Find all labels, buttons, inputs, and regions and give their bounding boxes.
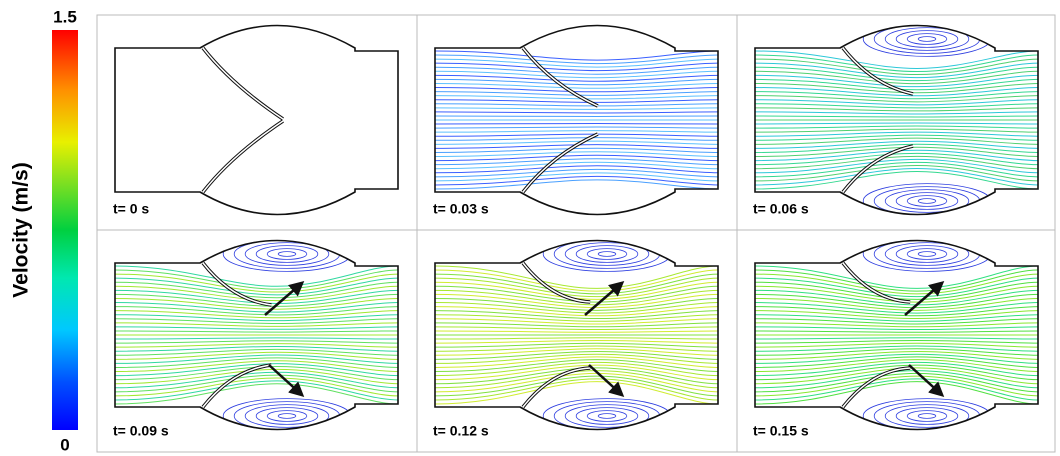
time-label: t= 0.03 s xyxy=(433,201,489,217)
leaflet xyxy=(203,365,271,407)
time-label: t= 0.12 s xyxy=(433,423,489,439)
streamline xyxy=(115,341,398,343)
leaflet xyxy=(203,365,271,407)
streamline xyxy=(115,327,398,329)
time-label: t= 0 s xyxy=(113,201,149,217)
streamline xyxy=(755,340,1038,343)
colorbar xyxy=(52,30,78,430)
leaflet xyxy=(203,48,283,119)
vortex-line xyxy=(543,399,671,434)
vortex-line xyxy=(918,252,936,257)
streamline xyxy=(435,338,718,339)
vortex-line xyxy=(576,246,638,263)
vortex-line xyxy=(598,252,616,257)
vortex-line xyxy=(587,249,627,260)
streamline xyxy=(755,112,1038,114)
streamline xyxy=(435,112,718,113)
leaflet xyxy=(203,121,283,192)
streamline xyxy=(435,138,718,141)
streamline xyxy=(755,126,1038,128)
vortex-line xyxy=(267,411,307,422)
streamline xyxy=(435,354,718,363)
streamline xyxy=(435,331,718,332)
streamline xyxy=(115,338,398,339)
streamline xyxy=(435,51,718,60)
panel: t= 0.06 s xyxy=(737,15,1055,230)
streamline xyxy=(435,162,718,168)
streamline xyxy=(755,108,1038,111)
panel: t= 0 s xyxy=(97,15,417,230)
streamline xyxy=(755,327,1038,330)
vortex-line xyxy=(896,246,958,263)
time-label: t= 0.09 s xyxy=(113,423,169,439)
leaflet xyxy=(203,48,283,119)
colorbar-title: Velocity (m/s) xyxy=(10,162,33,297)
vortex-line xyxy=(256,408,318,425)
panel: t= 0.12 s xyxy=(417,230,737,452)
streamline xyxy=(755,307,1038,316)
streamline xyxy=(755,354,1038,363)
leaflet xyxy=(203,263,271,305)
streamline xyxy=(435,104,718,106)
time-label: t= 0.06 s xyxy=(753,201,809,217)
colorbar-min: 0 xyxy=(60,435,69,454)
streamline xyxy=(435,307,718,316)
vortex-line xyxy=(907,196,947,207)
streamline xyxy=(755,331,1038,332)
streamlines xyxy=(435,51,718,189)
streamline xyxy=(435,327,718,330)
vortex-line xyxy=(587,411,627,422)
streamline xyxy=(435,100,718,103)
vortex-line xyxy=(598,414,616,419)
streamline xyxy=(435,131,718,133)
arrow xyxy=(265,283,302,315)
vortex-line xyxy=(576,408,638,425)
vortex-line xyxy=(918,37,936,42)
streamline xyxy=(755,129,1038,132)
vortex-line xyxy=(896,31,958,48)
vortex-line xyxy=(278,252,296,257)
panel: t= 0.15 s xyxy=(737,230,1055,452)
panel: t= 0.03 s xyxy=(417,15,737,230)
streamline xyxy=(435,71,718,77)
streamline xyxy=(435,134,718,136)
vortex-line xyxy=(256,246,318,263)
streamline xyxy=(755,338,1038,339)
time-label: t= 0.15 s xyxy=(753,423,809,439)
streamline xyxy=(435,124,718,125)
vortex-line xyxy=(918,414,936,419)
colorbar-max: 1.5 xyxy=(53,7,77,26)
figure: 1.5 0 Velocity (m/s) t= 0 st= 0.03 st= 0… xyxy=(0,0,1060,456)
streamline xyxy=(435,116,718,117)
streamline xyxy=(435,108,718,110)
streamline xyxy=(755,116,1038,117)
vortex-line xyxy=(863,22,991,57)
streamline xyxy=(435,180,718,189)
vortex-line xyxy=(223,399,351,434)
vortex-line xyxy=(267,249,307,260)
vortex-line xyxy=(896,193,958,210)
streamline xyxy=(755,123,1038,124)
panels: t= 0 s t= 0.03 s t= 0.06 s t= 0.09 s t= 0.12… xyxy=(97,15,1055,452)
vortex-line xyxy=(907,411,947,422)
panel: t= 0.09 s xyxy=(97,230,417,452)
vortex-line xyxy=(278,414,296,419)
channel-outline xyxy=(115,26,398,215)
streamline xyxy=(115,331,398,332)
vortex-line xyxy=(907,34,947,45)
vortex-line xyxy=(863,237,991,272)
streamline xyxy=(435,340,718,343)
vortex-line xyxy=(863,399,991,434)
vortex-line xyxy=(907,249,947,260)
vortex-line xyxy=(543,237,671,272)
vortex-line xyxy=(896,408,958,425)
streamline xyxy=(755,172,1038,190)
streamline xyxy=(435,127,718,128)
vortex-line xyxy=(863,184,991,219)
leaflet xyxy=(203,263,271,305)
streamline xyxy=(755,51,1038,69)
leaflet xyxy=(203,121,283,192)
vortex-line xyxy=(918,199,936,204)
vortex-line xyxy=(223,237,351,272)
